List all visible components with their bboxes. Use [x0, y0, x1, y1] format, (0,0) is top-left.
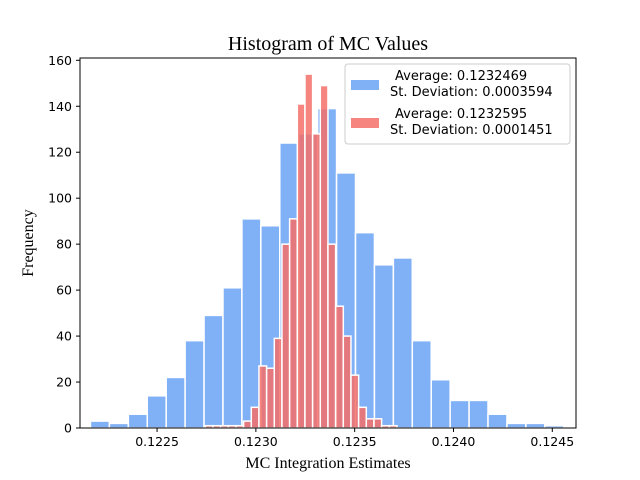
y-tick-label: 140 — [48, 99, 72, 114]
axes-frame — [79, 57, 577, 429]
x-tick-label: 0.1240 — [432, 434, 476, 449]
histogram-bar — [430, 378, 451, 429]
legend-swatch-series-1 — [351, 80, 379, 90]
histogram-bar — [342, 335, 352, 429]
histogram-bar — [165, 376, 186, 429]
y-tick-label: 80 — [56, 237, 72, 252]
histogram-bar — [304, 73, 314, 429]
histogram-bar — [241, 218, 262, 429]
histogram-bar — [108, 422, 130, 429]
histogram-bar — [357, 406, 368, 429]
histogram-bar — [373, 418, 383, 429]
histogram-bar — [392, 257, 414, 429]
legend: Average: 0.1232469 St. Deviation: 0.0003… — [344, 63, 571, 145]
histogram-bar — [373, 264, 395, 429]
histogram-bar — [288, 218, 299, 429]
histogram-bar — [411, 339, 432, 429]
histogram-bar — [242, 420, 253, 429]
histogram-bar — [127, 413, 149, 429]
histogram-bar — [222, 287, 243, 429]
x-tick-label: 0.1230 — [234, 434, 278, 449]
x-tick-label: 0.1245 — [530, 434, 574, 449]
plot-area — [89, 73, 565, 429]
histogram-bar — [273, 337, 283, 429]
histogram-bar — [281, 243, 291, 429]
x-axis-label: MC Integration Estimates — [245, 455, 410, 472]
legend-swatch-series-2 — [351, 118, 379, 128]
legend-box — [344, 63, 571, 145]
histogram-bar — [350, 374, 360, 429]
histogram-bar — [468, 399, 489, 429]
histogram-bar — [250, 406, 260, 429]
y-tick-label: 20 — [56, 375, 72, 390]
legend-series-1-stdev: St. Deviation: 0.0003594 — [390, 85, 553, 100]
legend-series-1-average: Average: 0.1232469 — [395, 69, 527, 84]
y-axis: 0 20 40 60 80 100 120 140 160 — [48, 53, 80, 436]
y-tick-label: 120 — [48, 145, 72, 160]
histogram-bar — [365, 418, 375, 429]
x-tick-label: 0.1225 — [135, 434, 179, 449]
histogram-bar — [265, 367, 276, 429]
y-tick-label: 60 — [56, 283, 72, 298]
legend-series-2-stdev: St. Deviation: 0.0001451 — [390, 123, 553, 138]
histogram-bar — [506, 422, 527, 429]
histogram-bar — [449, 399, 470, 429]
y-tick-label: 40 — [56, 329, 72, 344]
histogram-bar — [334, 305, 345, 429]
histogram-bar — [319, 84, 329, 429]
y-tick-label: 160 — [48, 53, 72, 68]
histogram-bar — [327, 243, 337, 429]
histogram-bar — [146, 395, 167, 429]
histogram-bar — [296, 103, 306, 429]
histogram-bar — [258, 365, 268, 429]
histogram-bar — [487, 413, 508, 429]
x-axis: 0.1225 0.1230 0.1235 0.1240 0.1245 — [135, 428, 574, 449]
y-tick-label: 0 — [64, 421, 72, 436]
histogram-bar — [89, 420, 111, 429]
histogram-bar — [525, 422, 546, 429]
y-axis-label: Frequency — [20, 209, 37, 277]
x-tick-label: 0.1235 — [333, 434, 377, 449]
chart-title: Histogram of MC Values — [228, 33, 428, 55]
histogram-bar — [184, 339, 205, 429]
histogram-bar — [311, 133, 322, 429]
y-tick-label: 100 — [48, 191, 72, 206]
histogram-bar — [203, 314, 224, 429]
legend-series-2-average: Average: 0.1232595 — [395, 107, 527, 122]
